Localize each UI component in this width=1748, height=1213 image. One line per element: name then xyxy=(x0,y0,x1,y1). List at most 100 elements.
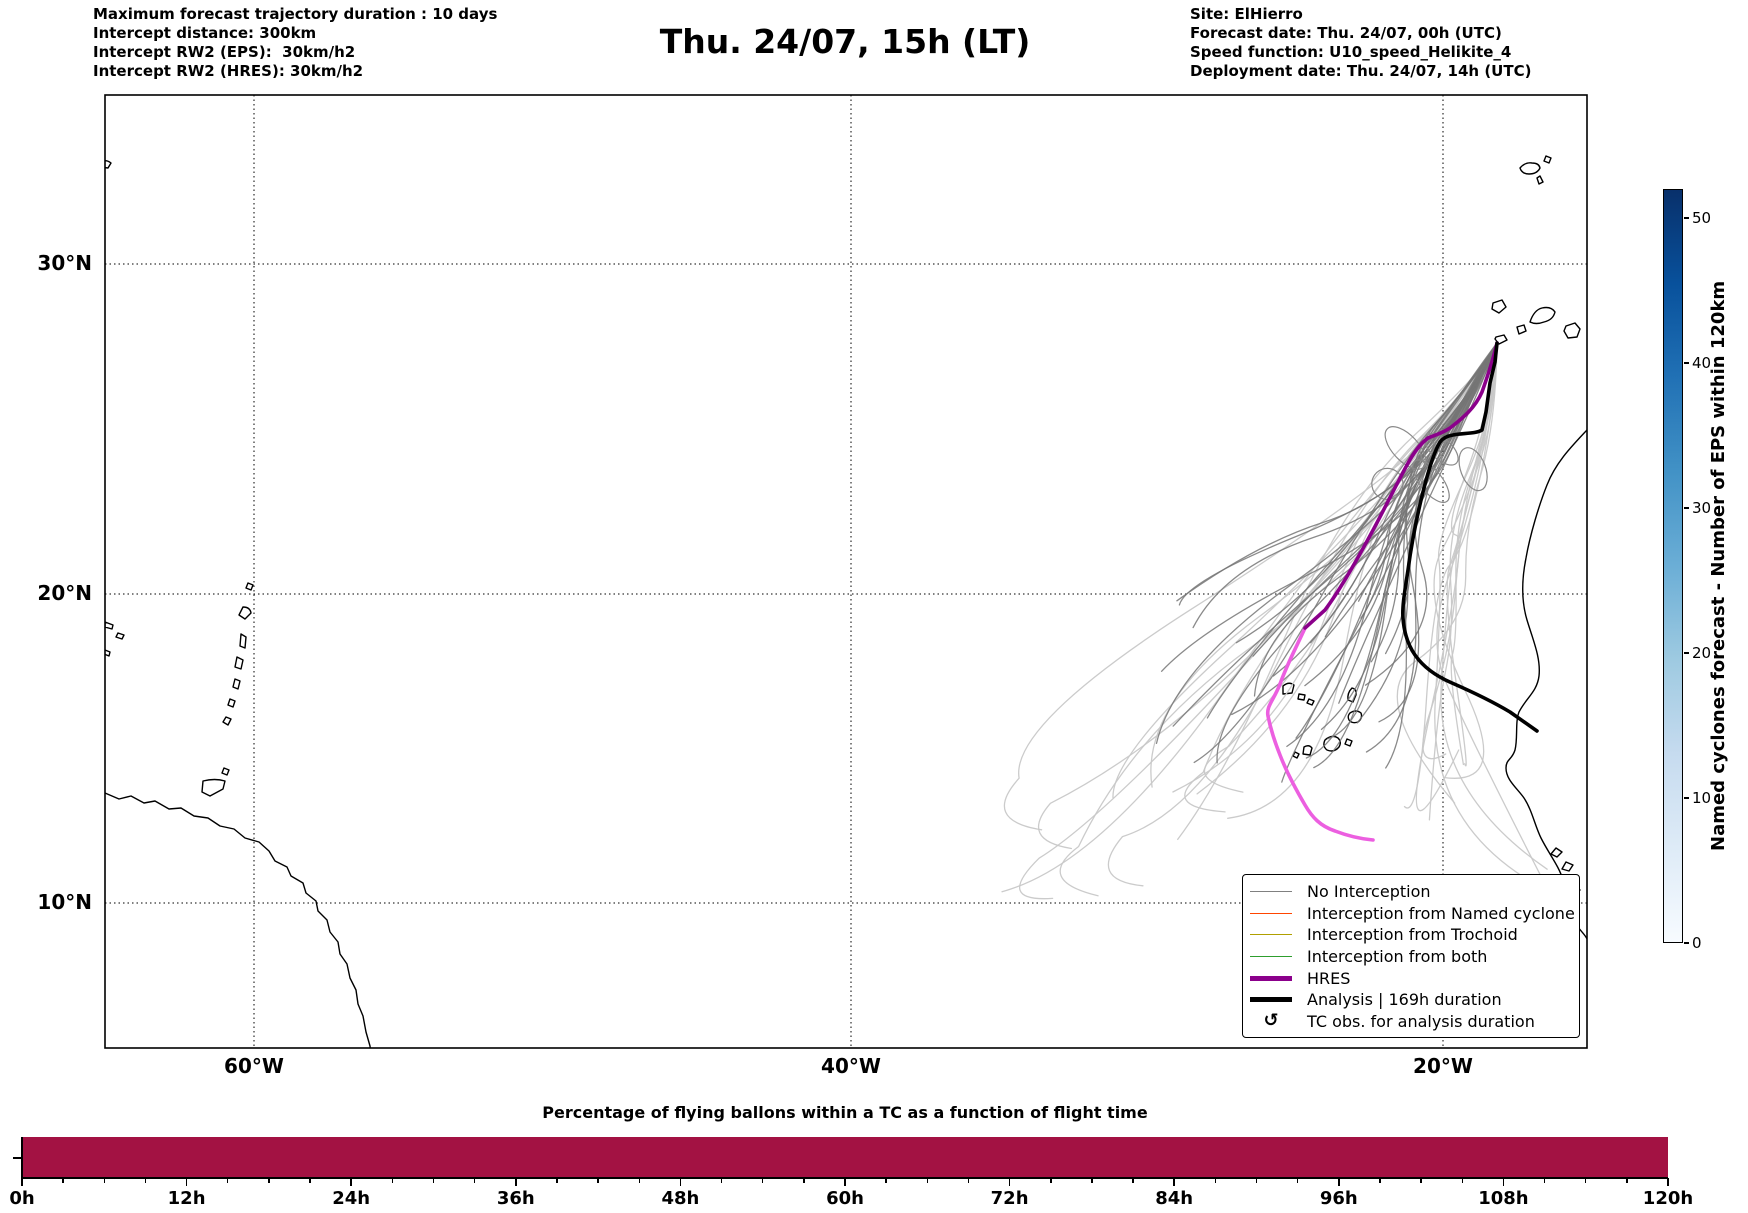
eps-trajectory xyxy=(1305,342,1498,759)
lon-tick-20w: 20°W xyxy=(1413,1054,1473,1078)
x-tick-minor xyxy=(720,1178,723,1183)
x-tick-minor xyxy=(638,1178,641,1183)
legend-item-no-interception: No Interception xyxy=(1243,881,1579,903)
x-tick-major xyxy=(21,1178,23,1186)
x-tick-minor xyxy=(926,1178,929,1183)
eps-trajectory xyxy=(1286,342,1498,748)
x-tick-label: 36h xyxy=(496,1188,535,1209)
param-intercept-rw2-eps: Intercept RW2 (EPS): 30km/h2 xyxy=(93,43,356,61)
no-interception-line-swatch xyxy=(1250,891,1292,893)
eps-trajectory xyxy=(1160,342,1498,672)
eps-trajectory xyxy=(1281,342,1498,783)
analysis-line-swatch xyxy=(1250,997,1292,1003)
legend-item-named-cyclone: Interception from Named cyclone xyxy=(1243,903,1579,925)
named-cyclone-line-swatch xyxy=(1250,912,1292,914)
colorbar-tick xyxy=(1684,217,1689,219)
flight-time-y-axis xyxy=(21,1137,23,1178)
x-tick-major xyxy=(679,1178,682,1186)
info-deployment-date: Deployment date: Thu. 24/07, 14h (UTC) xyxy=(1190,62,1532,80)
legend-label: HRES xyxy=(1307,968,1351,988)
x-tick-minor xyxy=(967,1178,970,1183)
eps-trajectory-light xyxy=(1003,342,1498,831)
graticule xyxy=(105,95,1587,1048)
legend-label: Interception from Named cyclone xyxy=(1307,903,1575,923)
flight-time-x-axis xyxy=(22,1177,1668,1179)
legend-label: Interception from Trochoid xyxy=(1307,925,1518,945)
trochoid-line-swatch xyxy=(1250,934,1292,936)
x-tick-major xyxy=(350,1178,352,1186)
forecast-info-block: Site: ElHierro Forecast date: Thu. 24/07… xyxy=(1190,5,1531,81)
x-tick-minor xyxy=(103,1178,106,1183)
x-tick-major xyxy=(1008,1178,1011,1186)
x-tick-label: 0h xyxy=(9,1188,35,1209)
x-tick-minor xyxy=(226,1178,229,1183)
x-tick-label: 96h xyxy=(1319,1188,1358,1209)
percentage-bar xyxy=(22,1137,1668,1177)
eps-trajectory xyxy=(1253,342,1498,697)
eps-trajectory-light xyxy=(1433,342,1498,779)
eps-trajectory-light xyxy=(1436,342,1545,884)
hres-extension-trajectory xyxy=(1265,626,1375,842)
info-speed-function: Speed function: U10_speed_Helikite_4 xyxy=(1190,43,1512,61)
legend-item-tc-obs: ↺ TC obs. for analysis duration xyxy=(1243,1011,1579,1033)
x-tick-minor xyxy=(309,1178,311,1183)
eps-trajectory-loop xyxy=(1371,467,1404,501)
coastline-bermuda xyxy=(105,160,112,169)
colorbar-tick xyxy=(1684,942,1689,944)
coastline-antilles xyxy=(105,582,254,797)
param-intercept-rw2-hres: Intercept RW2 (HRES): 30km/h2 xyxy=(93,62,364,80)
x-tick-major xyxy=(515,1178,517,1186)
x-tick-label: 60h xyxy=(826,1188,864,1209)
eps-density-colorbar xyxy=(1663,189,1683,943)
colorbar-tick xyxy=(1684,362,1689,364)
x-tick-label: 72h xyxy=(990,1188,1029,1209)
colorbar-tick-label: 50 xyxy=(1692,209,1712,227)
x-tick-major xyxy=(1667,1178,1669,1186)
x-tick-label: 84h xyxy=(1155,1188,1194,1209)
hres-line-swatch xyxy=(1250,975,1292,981)
param-max-duration: Maximum forecast trajectory duration : 1… xyxy=(93,5,498,23)
eps-trajectory xyxy=(1338,342,1498,704)
tropical-cyclone-icon: ↺ xyxy=(1263,1010,1279,1032)
legend-item-hres: HRES xyxy=(1243,967,1579,989)
lat-tick-10n: 10°N xyxy=(37,890,92,914)
colorbar-tick-label: 30 xyxy=(1692,499,1712,517)
colorbar-tick-label: 10 xyxy=(1692,789,1712,807)
x-tick-label: 108h xyxy=(1478,1188,1529,1209)
coastline-africa xyxy=(1505,429,1587,940)
flight-time-chart-title: Percentage of flying ballons within a TC… xyxy=(542,1103,1148,1122)
coastline-madeira xyxy=(1519,155,1552,185)
x-tick-minor xyxy=(1626,1178,1628,1183)
run-parameters-block: Maximum forecast trajectory duration : 1… xyxy=(93,5,497,81)
both-line-swatch xyxy=(1250,956,1292,958)
colorbar-tick-label: 0 xyxy=(1692,934,1702,952)
map-legend: No Interception Interception from Named … xyxy=(1242,874,1580,1038)
lat-tick-30n: 30°N xyxy=(37,251,92,275)
eps-trajectory xyxy=(1176,342,1498,602)
eps-trajectories xyxy=(1155,342,1498,783)
x-tick-minor xyxy=(803,1178,805,1183)
lat-tick-20n: 20°N xyxy=(37,581,92,605)
legend-item-analysis: Analysis | 169h duration xyxy=(1243,989,1579,1011)
x-tick-minor xyxy=(391,1178,394,1183)
x-tick-minor xyxy=(268,1178,270,1183)
eps-trajectory-light xyxy=(1177,342,1498,841)
info-site: Site: ElHierro xyxy=(1190,5,1303,23)
analysis-trajectory xyxy=(1401,341,1539,733)
eps-trajectory xyxy=(1327,342,1498,740)
colorbar-tick-label: 40 xyxy=(1692,354,1712,372)
eps-trajectory-light xyxy=(1450,342,1498,766)
eps-trajectory-light xyxy=(1440,342,1548,870)
x-tick-minor xyxy=(473,1178,476,1183)
legend-label: Interception from both xyxy=(1307,947,1488,967)
x-tick-label: 24h xyxy=(332,1188,371,1209)
x-tick-minor xyxy=(885,1178,887,1183)
x-tick-minor xyxy=(597,1178,599,1183)
colorbar-tick-label: 20 xyxy=(1692,644,1712,662)
x-tick-minor xyxy=(761,1178,764,1183)
x-tick-minor xyxy=(1214,1178,1217,1183)
colorbar-tick xyxy=(1684,797,1689,799)
x-tick-minor xyxy=(1584,1178,1587,1183)
